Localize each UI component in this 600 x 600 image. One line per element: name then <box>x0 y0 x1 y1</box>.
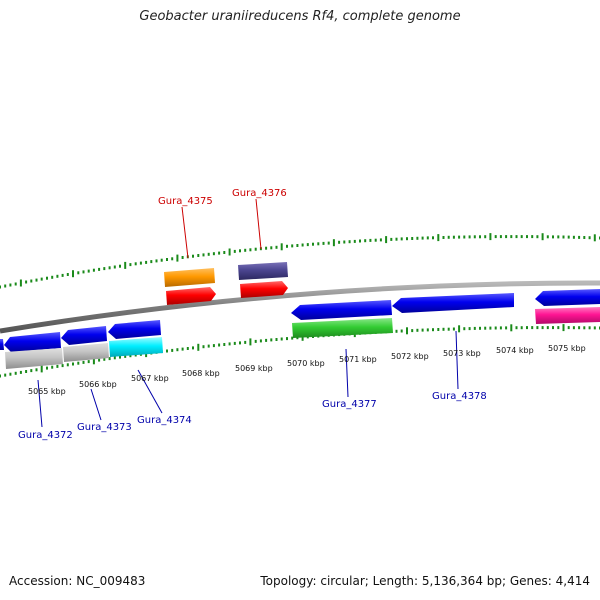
gene-4372-arrow[interactable] <box>4 332 61 352</box>
label-gura-4372: Gura_4372 <box>18 430 73 441</box>
label-gura-4376: Gura_4376 <box>232 188 287 199</box>
leader-gura-4377 <box>345 348 349 398</box>
gene-gura-4372[interactable] <box>0 332 63 369</box>
gene-right-edge-arrow[interactable] <box>535 289 600 306</box>
leader-gura-4376 <box>255 198 262 250</box>
gene-4373-cog-bar <box>63 343 109 362</box>
scale-label-5067: 5067 kbp <box>131 374 169 383</box>
leader-gura-4374 <box>137 369 163 414</box>
scale-label-5065: 5065 kbp <box>28 387 66 396</box>
leader-gura-4372 <box>37 379 43 428</box>
scale-label-5069: 5069 kbp <box>235 364 273 373</box>
gene-gura-4377[interactable] <box>291 300 393 338</box>
gene-gura-4376[interactable] <box>238 262 288 298</box>
genome-backbone <box>0 280 600 334</box>
gene-4375-arrow[interactable] <box>166 287 216 305</box>
leader-gura-4378 <box>455 330 459 390</box>
leader-gura-4373 <box>90 388 102 421</box>
scale-label-5073: 5073 kbp <box>443 349 481 358</box>
gene-4376-arrow[interactable] <box>240 281 288 298</box>
gene-4373-arrow[interactable] <box>61 326 107 345</box>
gene-right-edge[interactable] <box>535 289 600 324</box>
gene-extra-arrow-left[interactable] <box>0 339 4 350</box>
scale-label-5074: 5074 kbp <box>496 346 534 355</box>
gene-gura-4375[interactable] <box>164 268 216 305</box>
label-gura-4375: Gura_4375 <box>158 196 213 207</box>
gene-4372-cog-bar <box>5 348 63 369</box>
outer-tick-ring <box>0 233 600 289</box>
accession-text: Accession: NC_009483 <box>9 574 146 588</box>
scale-label-5075: 5075 kbp <box>548 344 586 353</box>
gene-4375-cog-bar <box>164 268 215 287</box>
gene-4377-cog-bar <box>292 318 393 338</box>
label-gura-4378: Gura_4378 <box>432 391 487 402</box>
gene-4374-cog-bar <box>109 337 163 357</box>
label-gura-4373: Gura_4373 <box>77 422 132 433</box>
scale-label-5070: 5070 kbp <box>287 359 325 368</box>
gene-gura-4373[interactable] <box>61 326 109 362</box>
scale-label-5066: 5066 kbp <box>79 380 117 389</box>
gene-4374-arrow[interactable] <box>108 320 161 339</box>
gene-gura-4374[interactable] <box>108 320 163 357</box>
gene-4378-arrow[interactable] <box>392 293 514 313</box>
gene-4376-cog-bar <box>238 262 288 280</box>
scale-label-5072: 5072 kbp <box>391 352 429 361</box>
scale-label-5068: 5068 kbp <box>182 369 220 378</box>
gene-gura-4378[interactable] <box>392 293 514 313</box>
label-gura-4374: Gura_4374 <box>137 415 192 426</box>
label-gura-4377: Gura_4377 <box>322 399 377 410</box>
leader-gura-4375 <box>181 206 189 259</box>
gene-right-edge-cog-bar <box>535 307 600 324</box>
genome-summary-text: Topology: circular; Length: 5,136,364 bp… <box>260 574 590 588</box>
map-title: Geobacter uraniireducens Rf4, complete g… <box>139 9 461 24</box>
scale-label-5071: 5071 kbp <box>339 355 377 364</box>
gene-4377-arrow[interactable] <box>291 300 392 320</box>
